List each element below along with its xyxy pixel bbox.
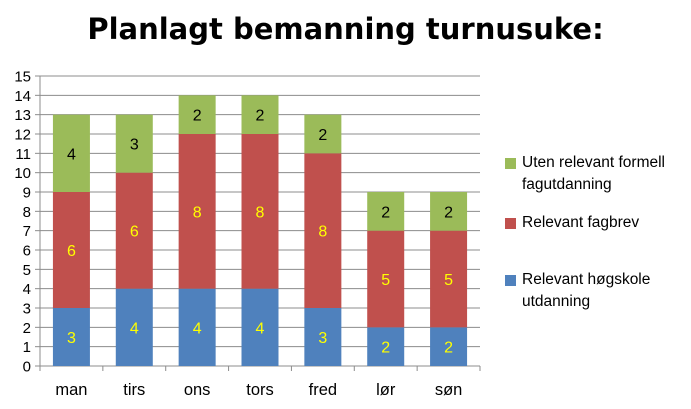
legend-label: Relevant høgskole utdanning	[522, 271, 651, 310]
data-label: 4	[130, 320, 139, 337]
y-tick-label: 11	[15, 146, 31, 163]
y-tick-label: 7	[23, 223, 31, 240]
x-tick-label: søn	[435, 381, 463, 399]
bar-segment	[430, 230, 468, 328]
bar-segment	[430, 192, 468, 231]
data-label: 6	[67, 243, 76, 260]
data-label: 5	[381, 272, 390, 289]
data-label: 3	[130, 137, 139, 154]
data-label: 4	[256, 320, 265, 337]
data-label: 8	[256, 204, 265, 221]
y-tick-label: 5	[23, 262, 31, 279]
x-tick-label: man	[55, 381, 87, 399]
y-tick-label: 6	[23, 243, 31, 260]
bar-segment	[241, 288, 279, 366]
bar-segment	[367, 327, 405, 366]
y-tick-label: 2	[23, 320, 31, 337]
y-tick-label: 8	[23, 204, 31, 221]
bar-segment	[241, 134, 279, 289]
data-label: 2	[381, 204, 390, 221]
legend-label: Uten relevant formell fagutdanning	[522, 154, 666, 193]
bar-segment	[304, 153, 342, 308]
bar-segment	[430, 327, 468, 366]
data-label: 6	[130, 224, 139, 241]
bar-segment	[52, 114, 90, 192]
x-tick-label: lør	[376, 381, 396, 399]
legend-swatch-red	[505, 218, 516, 229]
y-tick-label: 1	[23, 339, 31, 356]
data-label: 3	[318, 330, 327, 347]
x-tick-label: fred	[309, 381, 337, 399]
bar-segment	[241, 95, 279, 134]
y-tick-label: 12	[14, 127, 31, 144]
legend-swatch-blue	[505, 275, 516, 286]
bar-segment	[178, 134, 216, 289]
data-label: 2	[381, 340, 390, 357]
legend-label: Relevant fagbrev	[522, 214, 640, 231]
bar-segment	[115, 114, 153, 173]
data-label: 3	[67, 330, 76, 347]
data-label: 2	[193, 108, 202, 125]
legend-swatch-green	[505, 158, 516, 169]
bar-segment	[52, 308, 90, 366]
data-label: 4	[193, 320, 202, 337]
data-label: 2	[256, 108, 265, 125]
bar-segment	[115, 288, 153, 366]
x-tick-label: tors	[246, 381, 274, 399]
chart-title: Planlagt bemanning turnusuke:	[87, 12, 604, 46]
y-tick-label: 9	[23, 185, 31, 202]
data-label: 8	[193, 204, 202, 221]
data-label: 8	[318, 224, 327, 241]
data-label: 2	[318, 127, 327, 144]
x-tick-label: tirs	[123, 381, 145, 399]
y-tick-label: 10	[14, 165, 31, 182]
bar-segment	[304, 308, 342, 366]
y-tick-label: 14	[14, 88, 31, 105]
bar-segment	[304, 114, 342, 154]
y-tick-label: 0	[23, 359, 31, 376]
bar-segment	[178, 95, 216, 134]
x-tick-label: ons	[184, 381, 211, 399]
y-tick-label: 3	[23, 301, 31, 318]
bar-segment	[52, 192, 90, 308]
data-label: 4	[67, 146, 76, 163]
data-labels: 3 6 4 4 6 3 4 8 2 4 8 2 3 8 2 2 5 2 2 5 2	[67, 108, 453, 357]
bar-segment	[367, 192, 405, 231]
bar-segment	[115, 172, 153, 289]
data-label: 2	[444, 340, 453, 357]
y-tick-label: 4	[23, 281, 31, 298]
bars	[52, 95, 468, 366]
y-tick-label: 13	[14, 107, 31, 124]
bar-segment	[178, 288, 216, 366]
bar-segment	[367, 230, 405, 328]
data-label: 2	[444, 204, 453, 221]
y-tick-label: 15	[14, 69, 31, 86]
data-label: 5	[444, 272, 453, 289]
